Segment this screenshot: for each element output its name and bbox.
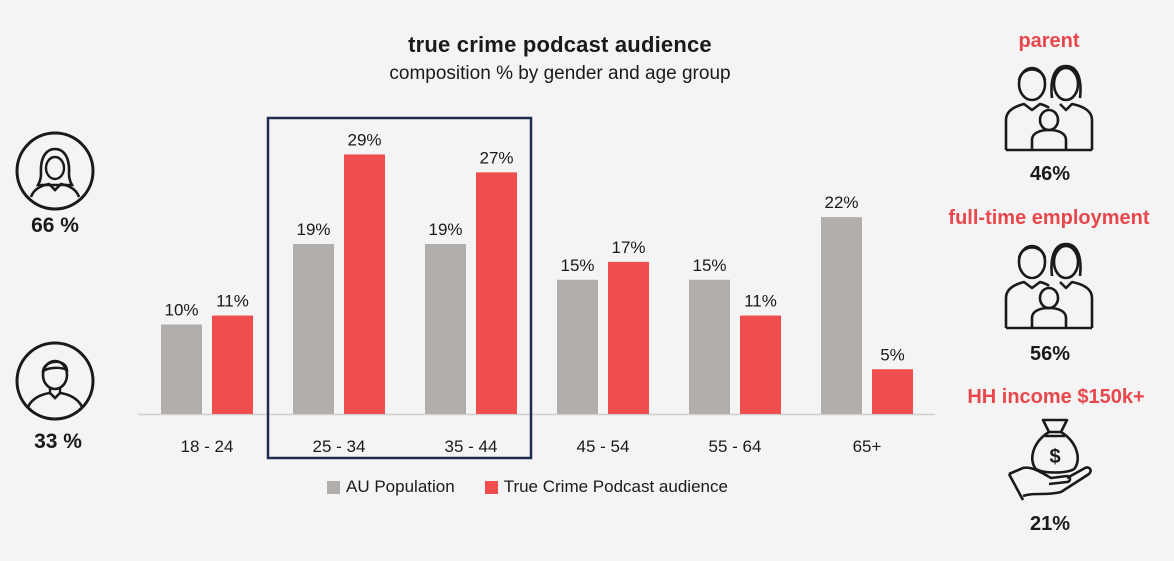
- bar-true-crime-5: [872, 369, 913, 414]
- stat-label-income: HH income $150k+: [967, 386, 1145, 408]
- category-label-4: 55 - 64: [709, 437, 762, 456]
- stat-value-income: 21%: [1029, 513, 1071, 535]
- family-icon: [1004, 242, 1094, 330]
- category-label-3: 45 - 54: [577, 437, 630, 456]
- chart-legend: AU Population True Crime Podcast audienc…: [327, 477, 758, 497]
- category-label-5: 65+: [853, 437, 882, 456]
- stat-value-parent: 46%: [1029, 163, 1071, 185]
- chart-title: true crime podcast audience: [408, 32, 712, 57]
- money-bag-hand-icon: $: [1007, 418, 1092, 501]
- legend-swatch-true-crime: [484, 480, 498, 494]
- stat-label-employment: full-time employment: [948, 207, 1150, 229]
- male-percentage: 33 %: [34, 430, 82, 453]
- data-label-au-3: 15%: [560, 256, 594, 275]
- family-icon: [1004, 64, 1094, 152]
- bar-true-crime-0: [212, 315, 253, 414]
- legend-swatch-au: [327, 480, 340, 494]
- data-label-true-crime-1: 29%: [347, 130, 381, 149]
- category-label-2: 35 - 44: [445, 437, 498, 456]
- female-person-icon: [15, 131, 95, 211]
- highlight-box: [266, 116, 533, 460]
- legend-label-au: AU Population: [346, 477, 455, 496]
- data-label-au-1: 19%: [296, 220, 330, 239]
- category-label-1: 25 - 34: [313, 437, 366, 456]
- data-label-au-2: 19%: [428, 220, 462, 239]
- data-label-true-crime-3: 17%: [611, 238, 645, 257]
- data-label-true-crime-0: 11%: [216, 292, 249, 311]
- bar-au-0: [161, 324, 202, 414]
- data-label-au-4: 15%: [692, 256, 726, 275]
- chart-subtitle: composition % by gender and age group: [389, 63, 731, 84]
- bar-au-5: [821, 217, 862, 414]
- bar-au-2: [425, 243, 466, 414]
- data-label-true-crime-2: 27%: [479, 148, 513, 167]
- stat-label-parent: parent: [1018, 30, 1080, 52]
- legend-item-true-crime: True Crime Podcast audience: [484, 477, 728, 497]
- svg-text:$: $: [1049, 446, 1060, 468]
- data-label-au-5: 22%: [824, 193, 858, 212]
- bar-true-crime-2: [476, 172, 517, 414]
- male-person-icon: [15, 341, 95, 421]
- data-label-true-crime-4: 11%: [744, 292, 777, 311]
- data-label-true-crime-5: 5%: [880, 345, 905, 364]
- stat-value-employment: 56%: [1029, 343, 1071, 365]
- bar-true-crime-3: [608, 261, 649, 414]
- bar-au-4: [689, 279, 730, 414]
- bar-au-1: [293, 243, 334, 414]
- bar-true-crime-1: [344, 154, 385, 414]
- female-percentage: 66 %: [31, 214, 79, 237]
- data-label-au-0: 10%: [164, 301, 198, 320]
- legend-label-true-crime: True Crime Podcast audience: [503, 477, 728, 496]
- legend-item-au: AU Population: [327, 477, 455, 497]
- bar-au-3: [557, 279, 598, 414]
- category-label-0: 18 - 24: [181, 437, 234, 456]
- bar-true-crime-4: [740, 315, 781, 414]
